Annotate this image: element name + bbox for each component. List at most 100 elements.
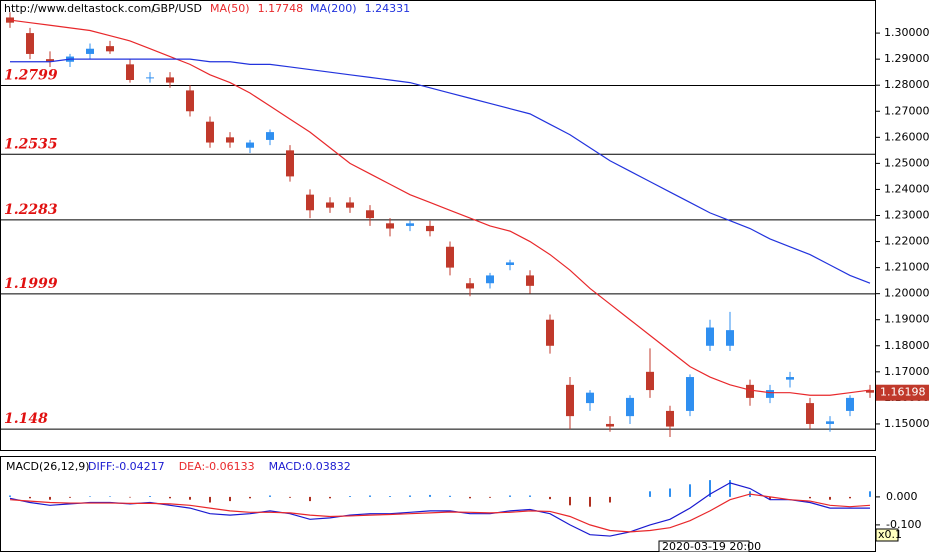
macd-bar <box>309 496 311 502</box>
candle-body <box>646 371 654 391</box>
macd-bar <box>409 495 411 497</box>
candle-body <box>626 397 634 417</box>
macd-bar <box>869 491 871 497</box>
macd-bar <box>549 496 551 500</box>
macd-bar <box>149 496 151 497</box>
candle-body <box>686 377 694 411</box>
candle-body <box>186 90 194 112</box>
candle-body <box>726 330 734 346</box>
legend-value: 1.17748 <box>258 2 304 15</box>
level-label: 1.2799 <box>4 67 58 83</box>
ma-line <box>9 19 871 396</box>
candle-body <box>746 384 754 398</box>
candle-body <box>446 246 454 268</box>
macd-bar <box>489 496 491 498</box>
candle-body <box>466 283 474 289</box>
macd-bar <box>449 495 451 497</box>
macd-bar <box>209 496 211 503</box>
macd-bar <box>849 496 851 499</box>
candle-body <box>706 327 714 346</box>
candle-body <box>766 390 774 398</box>
last-price: 1.16198 <box>880 386 926 399</box>
macd-bar <box>649 491 651 497</box>
y-tick-label: 1.20000 <box>884 287 930 300</box>
candle-body <box>386 223 394 229</box>
macd-bar <box>169 496 171 499</box>
y-tick-label: 1.21000 <box>884 261 930 274</box>
cursor-box <box>658 540 750 552</box>
macd-bar <box>369 495 371 497</box>
candle-body <box>666 410 674 427</box>
symbol: GBP/USD <box>152 2 202 15</box>
level-label: 1.148 <box>4 411 48 427</box>
scale-note: x0.1 <box>878 528 902 541</box>
macd-bar <box>49 496 51 500</box>
candle-body <box>326 202 334 208</box>
macd-line <box>9 493 871 533</box>
macd-bar <box>509 495 511 497</box>
macd-bar <box>9 495 11 497</box>
candle-body <box>826 421 834 424</box>
y-tick-label: 1.26000 <box>884 130 930 143</box>
macd-bar <box>469 496 471 499</box>
macd-bar <box>529 495 531 497</box>
y-tick-label: 1.23000 <box>884 208 930 221</box>
candle-body <box>806 403 814 424</box>
y-tick-label: 1.19000 <box>884 313 930 326</box>
legend: DIFF:-0.04217 <box>88 460 165 473</box>
candle-body <box>846 397 854 411</box>
macd-bar <box>109 496 111 497</box>
candle-body <box>126 64 134 80</box>
candle-body <box>106 46 114 52</box>
legend-value: 1.24331 <box>365 2 411 15</box>
source: http://www.deltastock.com/ <box>4 2 155 15</box>
macd-bar <box>89 496 91 497</box>
macd-bar <box>329 496 331 499</box>
candle-body <box>566 384 574 417</box>
y-tick-label: 1.29000 <box>884 52 930 65</box>
macd-bar <box>569 496 571 506</box>
macd-bar <box>729 480 731 497</box>
macd-bar <box>429 494 431 497</box>
macd-bar <box>69 496 71 498</box>
y-tick-label: 1.28000 <box>884 78 930 91</box>
y-tick-label: 1.24000 <box>884 182 930 195</box>
candle-body <box>226 137 234 143</box>
candle-body <box>146 77 154 79</box>
level-label: 1.2535 <box>4 136 58 152</box>
candle-body <box>26 33 34 54</box>
macd-bar <box>389 496 391 497</box>
candle-body <box>266 132 274 140</box>
candle-body <box>426 225 434 232</box>
candle-body <box>866 390 874 393</box>
candle-body <box>46 59 54 62</box>
candle-body <box>366 210 374 219</box>
macd-bar <box>269 495 271 497</box>
macd-bar <box>809 496 811 499</box>
macd-bar <box>289 496 291 498</box>
y-tick-label: 1.17000 <box>884 365 930 378</box>
macd-bar <box>189 496 191 500</box>
candle-body <box>286 150 294 177</box>
candle-body <box>346 202 354 208</box>
legend: DEA:-0.06133 <box>179 460 255 473</box>
candle-body <box>406 223 414 226</box>
candle-body <box>546 319 554 346</box>
legend-name: MA(200) <box>310 2 357 15</box>
legend-name: MA(50) <box>210 2 250 15</box>
y-tick-label: 1.30000 <box>884 26 930 39</box>
macd-title: MACD(26,12,9) <box>6 460 90 473</box>
candle-body <box>606 423 614 427</box>
candle-body <box>206 121 214 143</box>
level-label: 1.1999 <box>4 276 58 292</box>
y-tick-label: 1.15000 <box>884 417 930 430</box>
candle-body <box>486 275 494 284</box>
candle-body <box>506 262 514 265</box>
macd-bar <box>229 496 231 502</box>
y-tick-label: 1.18000 <box>884 339 930 352</box>
main-frame <box>0 0 876 451</box>
candle-body <box>786 377 794 380</box>
y-tick-label: -0.100 <box>886 518 921 531</box>
scale-box <box>875 528 899 542</box>
